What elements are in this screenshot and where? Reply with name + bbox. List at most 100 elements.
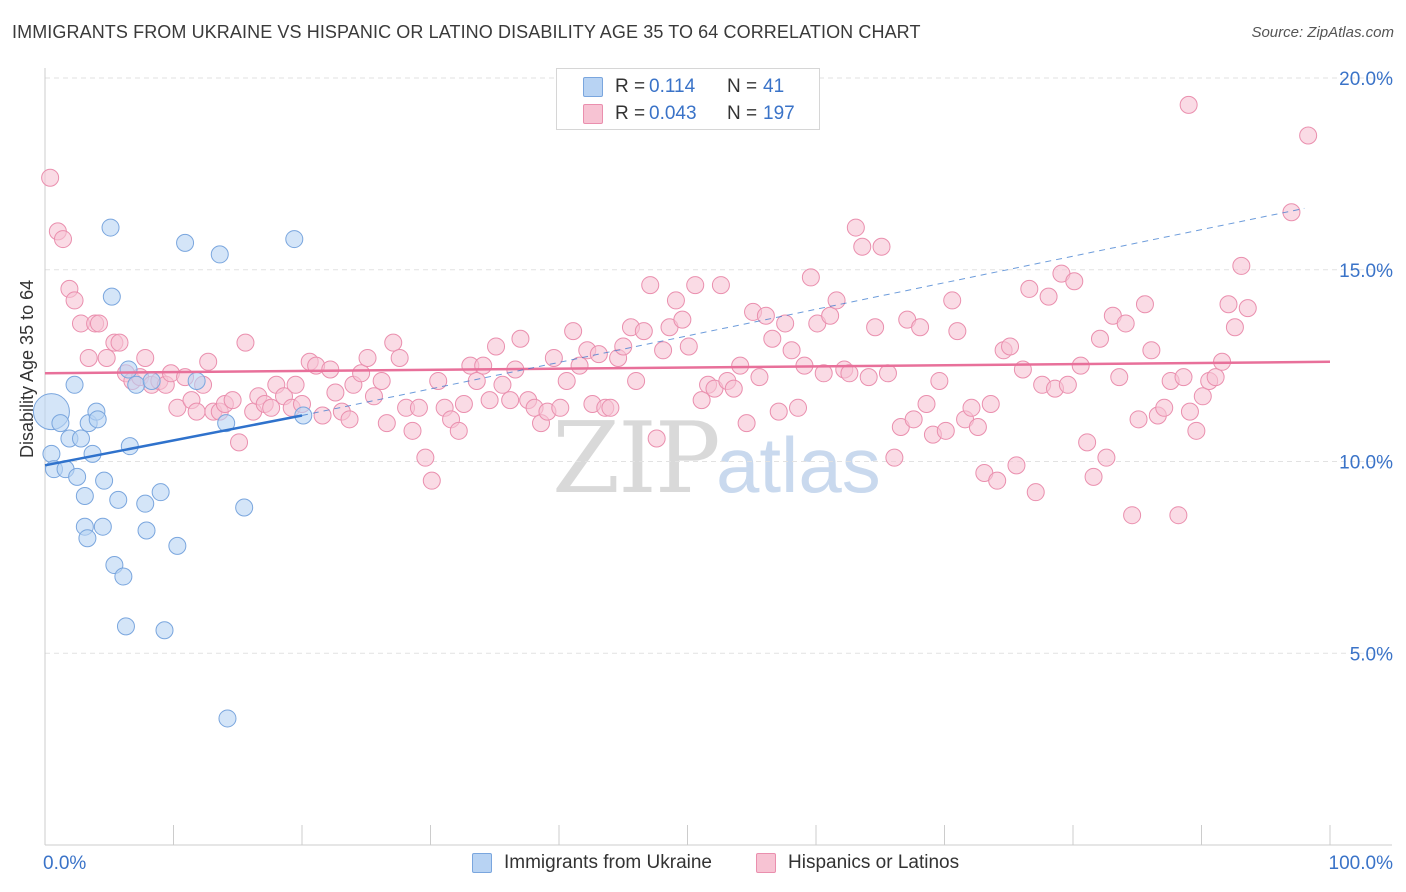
data-point-ukraine	[187, 371, 206, 390]
data-point-hispanics	[262, 398, 281, 417]
data-point-ukraine	[127, 375, 146, 394]
data-point-hispanics	[1225, 318, 1244, 337]
legend-swatch-ukraine	[583, 77, 603, 97]
data-point-hispanics	[1282, 203, 1301, 222]
data-point-hispanics	[570, 356, 589, 375]
grid-lines	[45, 77, 1392, 654]
data-point-hispanics	[782, 341, 801, 360]
trend-line-ukraine	[44, 414, 303, 467]
data-point-hispanics	[866, 318, 885, 337]
legend-r-label: R =	[615, 76, 646, 97]
data-point-hispanics	[89, 314, 108, 333]
data-point-ukraine	[285, 230, 304, 249]
data-point-hispanics	[1071, 356, 1090, 375]
data-point-hispanics	[789, 398, 808, 417]
data-point-hispanics	[474, 356, 493, 375]
data-point-hispanics	[41, 168, 60, 187]
data-point-hispanics	[136, 348, 155, 367]
data-point-hispanics	[429, 371, 448, 390]
y-tick-label: 5.0%	[1350, 644, 1393, 665]
data-point-hispanics	[97, 348, 116, 367]
data-point-hispanics	[544, 348, 563, 367]
data-point-hispanics	[763, 329, 782, 348]
data-point-hispanics	[487, 337, 506, 356]
data-point-hispanics	[1174, 368, 1193, 387]
data-point-hispanics	[493, 375, 512, 394]
data-point-ukraine	[78, 529, 97, 548]
data-point-hispanics	[1007, 456, 1026, 475]
trend-lines	[44, 207, 1331, 467]
data-point-hispanics	[1001, 337, 1020, 356]
data-point-hispanics	[377, 414, 396, 433]
bottom-legend-label: Hispanics or Latinos	[788, 852, 960, 873]
data-point-hispanics	[403, 421, 422, 440]
data-point-hispanics	[511, 329, 530, 348]
data-point-hispanics	[634, 322, 653, 341]
data-point-hispanics	[936, 421, 955, 440]
data-point-hispanics	[988, 471, 1007, 490]
data-point-hispanics	[859, 368, 878, 387]
data-point-hispanics	[917, 394, 936, 413]
data-point-hispanics	[1238, 299, 1257, 318]
data-point-hispanics	[911, 318, 930, 337]
y-tick-label: 15.0%	[1339, 261, 1393, 282]
data-point-ukraine	[51, 414, 70, 433]
axes	[44, 68, 1392, 846]
data-point-hispanics	[878, 364, 897, 383]
data-point-ukraine	[155, 621, 174, 640]
data-point-ukraine	[168, 536, 187, 555]
data-point-hispanics	[827, 291, 846, 310]
data-point-hispanics	[776, 314, 795, 333]
data-point-hispanics	[686, 276, 705, 295]
data-point-ukraine	[217, 414, 236, 433]
trend-extension-ukraine	[301, 207, 1305, 416]
data-point-hispanics	[1193, 387, 1212, 406]
data-point-ukraine	[95, 471, 114, 490]
data-point-hispanics	[846, 218, 865, 237]
y-tick-label: 10.0%	[1339, 453, 1393, 474]
data-point-hispanics	[885, 448, 904, 467]
data-point-ukraine	[75, 487, 94, 506]
data-point-hispanics	[187, 402, 206, 421]
data-point-hispanics	[1155, 398, 1174, 417]
stats-legend: R = 0.114 N = 41 R = 0.043 N = 197	[556, 68, 820, 130]
data-point-hispanics	[384, 333, 403, 352]
data-point-hispanics	[1299, 126, 1318, 145]
data-point-hispanics	[358, 348, 377, 367]
legend-row-hispanics: R = 0.043 N = 197	[557, 100, 819, 128]
data-point-ukraine	[102, 287, 121, 306]
data-point-hispanics	[904, 410, 923, 429]
data-point-hispanics	[641, 276, 660, 295]
data-point-hispanics	[724, 379, 743, 398]
y-axis-label: Disability Age 35 to 64	[17, 279, 37, 458]
data-point-ukraine	[142, 371, 161, 390]
data-point-hispanics	[821, 306, 840, 325]
data-point-ukraine	[109, 490, 128, 509]
data-point-hispanics	[1206, 368, 1225, 387]
data-point-hispanics	[1110, 368, 1129, 387]
data-point-hispanics	[1020, 279, 1039, 298]
data-point-hispanics	[1090, 329, 1109, 348]
chart-title: IMMIGRANTS FROM UKRAINE VS HISPANIC OR L…	[12, 22, 921, 42]
data-point-ukraine	[116, 617, 135, 636]
data-point-hispanics	[1169, 506, 1188, 525]
data-point-ukraine	[176, 233, 195, 252]
data-point-hispanics	[692, 391, 711, 410]
data-point-hispanics	[236, 333, 255, 352]
data-point-hispanics	[390, 348, 409, 367]
data-point-ukraine	[71, 429, 90, 448]
data-point-hispanics	[313, 406, 332, 425]
data-point-hispanics	[1142, 341, 1161, 360]
data-point-hispanics	[1116, 314, 1135, 333]
data-point-hispanics	[564, 322, 583, 341]
legend-r-label: R =	[615, 103, 646, 124]
data-point-hispanics	[1180, 402, 1199, 421]
data-point-hispanics	[551, 398, 570, 417]
data-point-hispanics	[168, 398, 187, 417]
data-point-hispanics	[1078, 433, 1097, 452]
data-point-ukraine	[88, 410, 107, 429]
data-point-ukraine	[42, 444, 61, 463]
data-point-hispanics	[814, 364, 833, 383]
series-hispanics-points	[41, 95, 1318, 525]
